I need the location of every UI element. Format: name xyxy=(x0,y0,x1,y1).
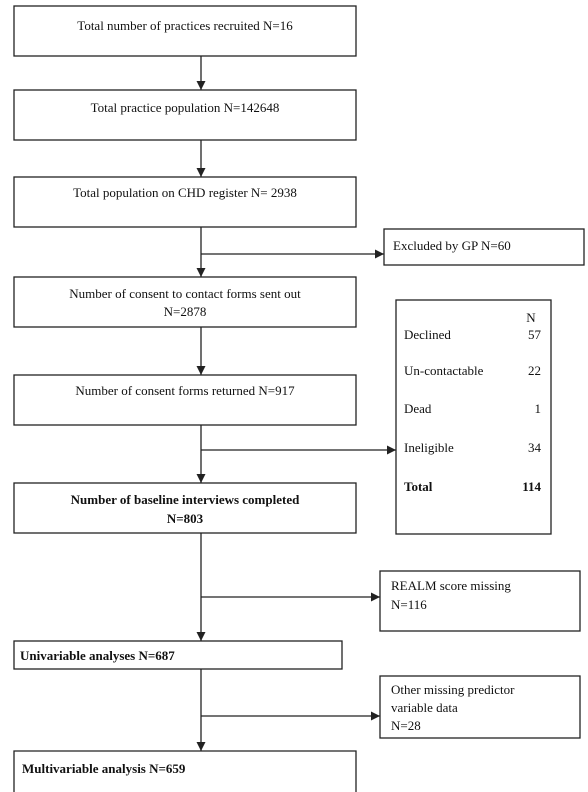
exclusion-label-dead: Dead xyxy=(404,401,432,416)
consent-returned-text: Number of consent forms returned N=917 xyxy=(75,383,295,398)
chd-register-text: Total population on CHD register N= 2938 xyxy=(73,185,297,200)
realm-text-line2: N=116 xyxy=(391,597,427,612)
box-consent-sent: Number of consent to contact forms sent … xyxy=(13,276,357,328)
exclusion-value-dead: 1 xyxy=(535,401,542,416)
exclusion-label-ineligible: Ineligible xyxy=(404,440,454,455)
exclusion-label-uncontactable: Un-contactable xyxy=(404,363,484,378)
practices-recruited-text: Total number of practices recruited N=16 xyxy=(77,18,293,33)
practice-population-text: Total practice population N=142648 xyxy=(91,100,280,115)
excluded-gp-text: Excluded by GP N=60 xyxy=(393,238,511,253)
exclusion-value-ineligible: 34 xyxy=(528,440,542,455)
exclusions-n-header: N xyxy=(526,310,536,325)
consent-sent-text-line2: N=2878 xyxy=(164,304,207,319)
baseline-text-line1: Number of baseline interviews completed xyxy=(71,492,300,507)
box-consent-returned: Number of consent forms returned N=917 xyxy=(13,374,357,426)
exclusion-label-declined: Declined xyxy=(404,327,451,342)
box-baseline-interviews: Number of baseline interviews completed … xyxy=(13,482,357,534)
baseline-text-line2: N=803 xyxy=(167,511,204,526)
box-other-missing: Other missing predictor variable data N=… xyxy=(379,675,581,739)
box-practices-recruited: Total number of practices recruited N=16 xyxy=(13,5,357,57)
exclusion-total-value: 114 xyxy=(522,479,541,494)
box-chd-register: Total population on CHD register N= 2938 xyxy=(13,176,357,228)
exclusion-value-uncontactable: 22 xyxy=(528,363,541,378)
realm-text-line1: REALM score missing xyxy=(391,578,511,593)
other-missing-text-line1: Other missing predictor xyxy=(391,682,515,697)
other-missing-text-line2: variable data xyxy=(391,700,458,715)
box-univariable: Univariable analyses N=687 xyxy=(13,640,343,670)
exclusion-value-declined: 57 xyxy=(528,327,542,342)
multivariable-text: Multivariable analysis N=659 xyxy=(22,761,186,776)
box-practice-population: Total practice population N=142648 xyxy=(13,89,357,141)
box-multivariable: Multivariable analysis N=659 xyxy=(13,750,357,792)
exclusion-total-label: Total xyxy=(404,479,433,494)
box-exclusions-table: N Declined 57 Un-contactable 22 Dead 1 I… xyxy=(395,299,552,535)
box-realm-missing: REALM score missing N=116 xyxy=(379,570,581,632)
other-missing-text-line3: N=28 xyxy=(391,718,421,733)
univariable-text: Univariable analyses N=687 xyxy=(20,648,175,663)
consent-sent-text-line1: Number of consent to contact forms sent … xyxy=(69,286,301,301)
box-excluded-gp: Excluded by GP N=60 xyxy=(383,228,585,266)
